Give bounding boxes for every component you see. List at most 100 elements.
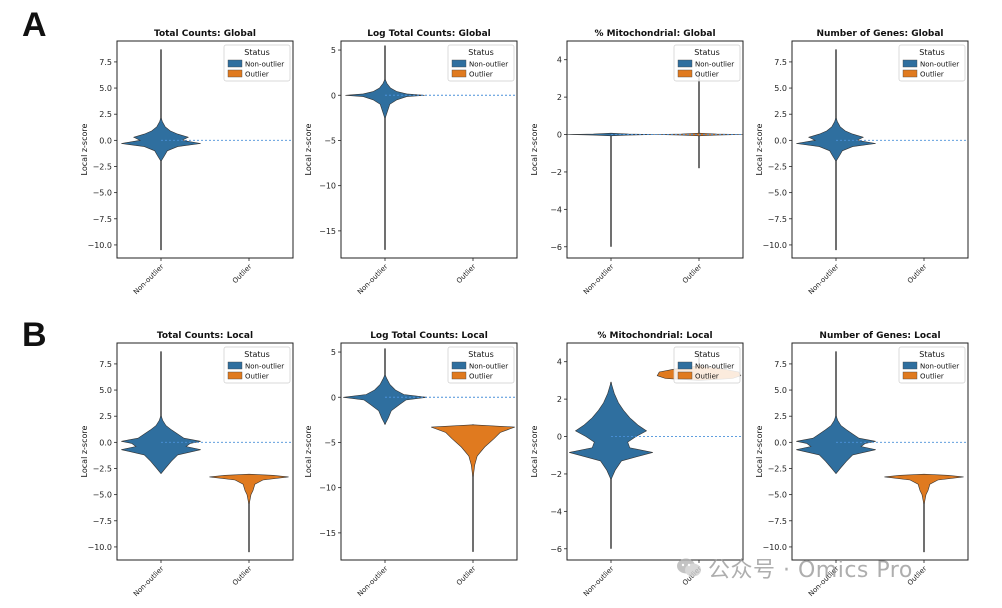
legend: Status Non-outlier Outlier bbox=[673, 44, 741, 82]
x-tick-label: Non-outlier bbox=[356, 565, 389, 598]
legend-entry: Non-outlier bbox=[469, 61, 508, 69]
y-tick-label: 5.0 bbox=[99, 386, 112, 395]
legend-title: Status bbox=[919, 350, 945, 359]
legend-swatch bbox=[451, 371, 467, 380]
legend: Status Non-outlier Outlier bbox=[447, 44, 515, 82]
legend-entry: Outlier bbox=[920, 373, 944, 381]
legend-swatch bbox=[902, 371, 918, 380]
y-tick-label: −4 bbox=[550, 205, 562, 214]
y-tick-label: −10.0 bbox=[87, 241, 112, 250]
y-tick-label: −5.0 bbox=[93, 189, 112, 198]
y-tick-label: 2 bbox=[557, 395, 562, 404]
y-tick-label: −10.0 bbox=[762, 241, 787, 250]
chart-panel-2: Log Total Counts: Global Local z-score 5 0 −… bbox=[304, 29, 518, 296]
chart-title: % Mitochondrial: Local bbox=[597, 331, 712, 341]
y-tick-label: 7.5 bbox=[774, 360, 787, 369]
x-tick-label: Non-outlier bbox=[807, 263, 840, 296]
y-tick-label: 5 bbox=[331, 348, 336, 357]
chart-title: % Mitochondrial: Global bbox=[594, 29, 715, 39]
chart-panel-3: % Mitochondrial: Global Local z-score 4 2 0 −… bbox=[530, 29, 744, 296]
plot-frame bbox=[340, 342, 518, 561]
y-tick-label: −10 bbox=[319, 182, 336, 191]
chart-title: Log Total Counts: Local bbox=[370, 331, 488, 341]
legend-entry: Outlier bbox=[695, 373, 719, 381]
y-axis-label: Local z-score bbox=[80, 123, 89, 175]
panel-label-a: A bbox=[22, 6, 47, 44]
legend-title: Status bbox=[244, 48, 270, 57]
legend-swatch bbox=[677, 361, 693, 370]
y-tick-label: 7.5 bbox=[99, 360, 112, 369]
chart-title: Number of Genes: Global bbox=[816, 29, 943, 39]
legend: Status Non-outlier Outlier bbox=[447, 346, 515, 384]
plot-frame bbox=[340, 40, 518, 259]
violin-non-outlier bbox=[345, 78, 425, 120]
legend-title: Status bbox=[694, 48, 720, 57]
x-tick-label: Non-outlier bbox=[132, 565, 165, 598]
x-tick-label: Non-outlier bbox=[582, 263, 615, 296]
legend-title: Status bbox=[468, 48, 494, 57]
y-tick-label: 0 bbox=[331, 393, 336, 402]
legend-swatch bbox=[227, 361, 243, 370]
y-tick-label: −7.5 bbox=[93, 215, 112, 224]
y-tick-label: 5 bbox=[331, 46, 336, 55]
y-tick-label: 5.0 bbox=[774, 386, 787, 395]
violin-non-outlier bbox=[569, 381, 653, 481]
violin-outlier bbox=[209, 473, 289, 506]
plot-frame bbox=[116, 40, 294, 259]
y-tick-label: −7.5 bbox=[768, 215, 787, 224]
y-tick-label: −5 bbox=[324, 136, 336, 145]
legend-entry: Outlier bbox=[469, 71, 493, 79]
y-axis-label: Local z-score bbox=[80, 425, 89, 477]
x-tick-label: Outlier bbox=[231, 565, 254, 588]
legend: Status Non-outlier Outlier bbox=[898, 44, 966, 82]
y-tick-label: 0 bbox=[557, 131, 562, 140]
y-axis-label: Local z-score bbox=[755, 123, 764, 175]
legend-entry: Outlier bbox=[245, 373, 269, 381]
chart-title: Log Total Counts: Global bbox=[367, 29, 490, 39]
x-tick-label: Outlier bbox=[455, 263, 478, 286]
legend-title: Status bbox=[244, 350, 270, 359]
y-tick-label: 0 bbox=[331, 91, 336, 100]
plot-frame bbox=[566, 342, 744, 561]
chart-panel-6: Log Total Counts: Local Local z-score 5 0 −5… bbox=[304, 331, 518, 598]
chart-title: Total Counts: Global bbox=[154, 29, 256, 39]
chart-title: Number of Genes: Local bbox=[819, 331, 940, 341]
watermark: 公众号 · Omics Pro bbox=[676, 552, 913, 584]
y-tick-label: 0 bbox=[557, 433, 562, 442]
y-axis-label: Local z-score bbox=[304, 123, 313, 175]
x-tick-label: Non-outlier bbox=[356, 263, 389, 296]
violin-outlier bbox=[884, 473, 964, 506]
y-tick-label: 0.0 bbox=[99, 136, 112, 145]
y-tick-label: −2.5 bbox=[768, 162, 787, 171]
y-tick-label: 4 bbox=[557, 56, 562, 65]
y-tick-label: −2.5 bbox=[93, 162, 112, 171]
y-tick-label: 0.0 bbox=[774, 438, 787, 447]
y-tick-label: 2.5 bbox=[774, 110, 787, 119]
legend-swatch bbox=[451, 59, 467, 68]
legend-entry: Non-outlier bbox=[920, 61, 959, 69]
plot-frame bbox=[566, 40, 744, 259]
y-tick-label: −2.5 bbox=[93, 464, 112, 473]
legend-entry: Non-outlier bbox=[469, 363, 508, 371]
legend-entry: Outlier bbox=[469, 373, 493, 381]
y-tick-label: 7.5 bbox=[99, 58, 112, 67]
y-tick-label: −15 bbox=[319, 529, 336, 538]
y-tick-label: −5.0 bbox=[768, 491, 787, 500]
legend-title: Status bbox=[694, 350, 720, 359]
legend-title: Status bbox=[919, 48, 945, 57]
plot-frame bbox=[791, 342, 969, 561]
y-tick-label: −5.0 bbox=[768, 189, 787, 198]
y-tick-label: −4 bbox=[550, 507, 562, 516]
legend-entry: Non-outlier bbox=[695, 363, 734, 371]
y-axis-label: Local z-score bbox=[304, 425, 313, 477]
y-axis-label: Local z-score bbox=[530, 425, 539, 477]
y-tick-label: 5.0 bbox=[99, 84, 112, 93]
legend-swatch bbox=[227, 69, 243, 78]
legend-entry: Non-outlier bbox=[920, 363, 959, 371]
y-tick-label: −5 bbox=[324, 438, 336, 447]
legend: Status Non-outlier Outlier bbox=[673, 346, 741, 384]
y-tick-label: −10 bbox=[319, 484, 336, 493]
legend: Status Non-outlier Outlier bbox=[223, 346, 291, 384]
legend-title: Status bbox=[468, 350, 494, 359]
